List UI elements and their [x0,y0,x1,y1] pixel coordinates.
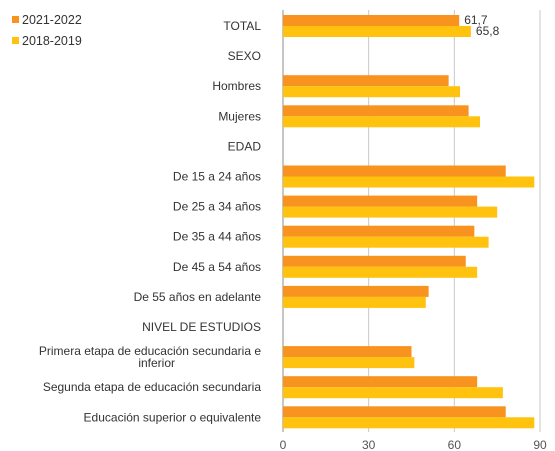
legend-item-2021-2022: 2021-2022 [12,9,82,30]
bar-2021-2022-9 [283,285,429,297]
bar-2018-2019-9 [283,296,426,308]
bar-2018-2019-6 [283,206,498,218]
bar-2021-2022-12 [283,376,478,388]
legend-swatch-2018-2019 [12,37,19,44]
category-label-5: De 15 a 24 años [173,170,261,184]
category-label-9: De 55 años en adelante [134,290,262,304]
bar-2018-2019-2 [283,86,461,98]
category-label-8: De 45 a 54 años [173,260,261,274]
bar-2021-2022-8 [283,255,466,267]
category-label-13: Educación superior o equivalente [84,410,262,424]
category-label-6: De 25 a 34 años [173,200,261,214]
bar-2021-2022-0 [283,15,460,26]
x-tick-label-0: 0 [280,438,287,451]
legend-swatch-2021-2022 [12,16,19,23]
category-label-3: Mujeres [218,109,261,123]
category-label-10: NIVEL DE ESTUDIOS [142,320,261,334]
bar-2018-2019-8 [283,266,478,278]
bar-2018-2019-11 [283,357,415,369]
bar-2021-2022-6 [283,195,478,207]
bar-2018-2019-5 [283,176,535,188]
bar-2021-2022-3 [283,105,469,117]
x-tick-label-60: 60 [448,438,462,451]
bar-2021-2022-2 [283,75,449,87]
category-label-12: Segunda etapa de educación secundaria [43,380,262,394]
bar-2021-2022-11 [283,346,412,358]
data-label-total-2021-2022: 61,7 [464,13,488,27]
category-label-1: SEXO [228,49,261,63]
bar-2021-2022-7 [283,225,475,237]
x-tick-label-90: 90 [533,438,547,451]
category-label-0: TOTAL [223,19,261,33]
bar-2018-2019-3 [283,116,481,128]
category-label-4: EDAD [228,139,262,153]
legend-item-2018-2019: 2018-2019 [12,30,82,51]
bar-2021-2022-5 [283,165,506,177]
legend-label-2021-2022: 2021-2022 [22,12,82,27]
bar-2018-2019-7 [283,236,489,248]
bar-2018-2019-0 [283,26,471,37]
legend-label-2018-2019: 2018-2019 [22,33,82,48]
bar-2018-2019-12 [283,387,503,399]
category-label-7: De 35 a 44 años [173,230,261,244]
legend: 2021-2022 2018-2019 [12,9,82,51]
category-label-2: Hombres [212,79,261,93]
bar-2021-2022-13 [283,406,506,418]
bar-2018-2019-13 [283,417,535,429]
x-tick-label-30: 30 [362,438,376,451]
data-label-total-2018-2019: 65,8 [476,24,500,38]
